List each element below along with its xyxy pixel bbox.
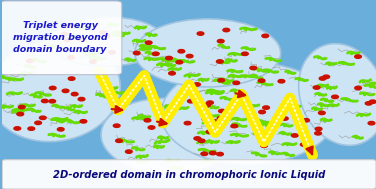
Circle shape (201, 152, 208, 156)
Circle shape (319, 77, 326, 80)
Circle shape (148, 126, 155, 129)
Circle shape (176, 60, 183, 64)
Circle shape (217, 117, 224, 120)
Circle shape (58, 128, 64, 131)
Circle shape (100, 31, 107, 34)
Circle shape (71, 92, 78, 96)
Circle shape (194, 137, 201, 140)
Circle shape (263, 106, 270, 109)
Circle shape (303, 119, 309, 122)
Circle shape (35, 121, 41, 125)
Circle shape (291, 134, 298, 137)
Circle shape (186, 54, 193, 58)
Circle shape (332, 95, 338, 99)
Circle shape (206, 130, 213, 133)
Text: Triplet energy
migration beyond
domain boundary: Triplet energy migration beyond domain b… (13, 22, 108, 54)
Ellipse shape (101, 98, 232, 174)
Circle shape (78, 98, 85, 101)
Circle shape (165, 56, 172, 60)
Circle shape (68, 77, 75, 80)
Circle shape (300, 143, 307, 146)
Circle shape (282, 117, 288, 120)
Circle shape (41, 99, 48, 103)
Circle shape (262, 34, 268, 38)
Circle shape (204, 104, 211, 107)
Circle shape (198, 139, 205, 143)
Circle shape (113, 124, 120, 127)
Ellipse shape (49, 17, 165, 66)
Circle shape (278, 80, 285, 83)
Circle shape (211, 120, 217, 123)
FancyBboxPatch shape (2, 160, 376, 189)
Circle shape (116, 139, 122, 143)
Circle shape (64, 38, 71, 42)
Circle shape (223, 28, 230, 32)
Circle shape (369, 100, 376, 103)
Circle shape (103, 34, 110, 37)
Circle shape (355, 55, 361, 58)
Circle shape (313, 86, 320, 89)
Circle shape (18, 105, 25, 109)
Circle shape (145, 41, 152, 44)
Circle shape (61, 32, 68, 36)
Circle shape (89, 60, 96, 63)
Circle shape (39, 116, 46, 119)
Circle shape (233, 81, 240, 84)
Circle shape (261, 144, 267, 147)
Ellipse shape (161, 62, 337, 164)
Circle shape (109, 51, 115, 54)
Circle shape (152, 52, 159, 56)
Circle shape (217, 152, 223, 156)
Circle shape (188, 99, 194, 103)
Circle shape (365, 102, 372, 105)
Circle shape (178, 50, 185, 53)
Circle shape (49, 100, 56, 103)
Circle shape (169, 72, 175, 75)
Circle shape (26, 59, 33, 63)
Circle shape (218, 79, 224, 82)
Circle shape (231, 124, 238, 128)
Circle shape (207, 101, 214, 104)
Ellipse shape (299, 44, 376, 145)
Circle shape (285, 103, 292, 107)
Circle shape (315, 132, 321, 135)
Circle shape (133, 51, 140, 55)
Circle shape (250, 66, 257, 70)
Circle shape (77, 38, 84, 41)
Circle shape (241, 52, 248, 56)
Circle shape (202, 117, 209, 121)
Circle shape (218, 109, 225, 113)
FancyBboxPatch shape (0, 1, 122, 75)
Circle shape (144, 119, 151, 122)
Circle shape (68, 56, 74, 59)
Circle shape (355, 86, 361, 90)
Circle shape (197, 32, 204, 35)
Circle shape (194, 83, 200, 86)
Circle shape (368, 122, 375, 125)
Circle shape (323, 75, 330, 78)
Text: 2D-ordered domain in chromophoric Ionic Liquid: 2D-ordered domain in chromophoric Ionic … (53, 170, 325, 180)
Circle shape (184, 122, 191, 125)
Circle shape (65, 24, 72, 28)
Circle shape (217, 40, 224, 43)
Circle shape (62, 89, 69, 93)
Circle shape (28, 127, 35, 130)
Circle shape (80, 120, 87, 123)
Circle shape (318, 111, 325, 115)
Ellipse shape (0, 40, 120, 142)
Circle shape (17, 112, 24, 116)
Circle shape (126, 150, 132, 153)
Circle shape (315, 127, 322, 131)
Ellipse shape (135, 19, 280, 87)
Circle shape (259, 110, 265, 114)
Circle shape (14, 127, 21, 130)
Circle shape (209, 151, 216, 155)
Circle shape (217, 60, 223, 63)
Circle shape (49, 86, 56, 90)
Circle shape (258, 79, 265, 82)
